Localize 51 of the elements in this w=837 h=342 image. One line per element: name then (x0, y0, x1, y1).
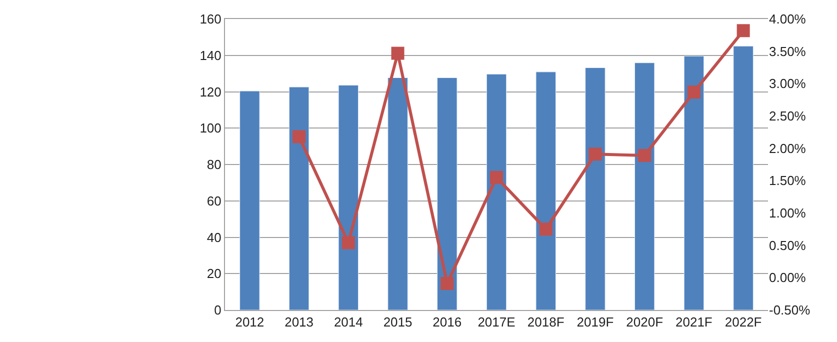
point (539, 222, 552, 236)
bar (388, 78, 408, 310)
y-tick-label: 160 (200, 12, 222, 27)
point (687, 86, 700, 99)
point (342, 236, 355, 250)
y-tick-label: 60 (206, 193, 222, 208)
x-tick-label: 2016 (432, 314, 462, 330)
y2-tick-label: 3.50% (769, 44, 806, 59)
x-tick-label: 2012 (235, 314, 264, 330)
x-tick-label: 2017E (478, 314, 516, 330)
bar (684, 56, 704, 310)
x-tick-label: 2022F (724, 314, 762, 330)
y-tick-label: 40 (206, 230, 222, 245)
point (391, 46, 404, 60)
x-tick-label: 2021F (676, 314, 712, 330)
bar (536, 72, 556, 310)
y-tick-label: 0 (214, 302, 222, 318)
x-tick-label: 2014 (334, 314, 363, 330)
bar (437, 78, 458, 310)
bar (634, 62, 655, 310)
point (638, 148, 652, 162)
x-tick-label: 2018F (527, 314, 564, 330)
point (736, 24, 750, 38)
y2-tick-label: 4.00% (769, 12, 806, 27)
x-tick-label: 2020F (626, 314, 664, 330)
point (490, 170, 503, 184)
bar (338, 84, 359, 310)
bar (240, 90, 260, 310)
point (292, 130, 306, 144)
y-tick-label: 20 (206, 266, 222, 282)
bar (486, 74, 507, 310)
y2-tick-label: 1.50% (769, 173, 806, 188)
y2-tick-label: 3.00% (769, 76, 806, 92)
point (588, 148, 602, 161)
y2-tick-label: 2.00% (769, 140, 806, 156)
point (440, 276, 454, 290)
x-tick-label: 2015 (383, 314, 412, 330)
y-tick-label: 120 (200, 84, 222, 100)
bar (585, 67, 606, 310)
y2-tick-label: 2.50% (769, 108, 806, 124)
x-tick-label: 2019F (576, 314, 614, 330)
y2-tick-label: 1.00% (769, 206, 806, 221)
bar (288, 86, 310, 310)
y2-tick-label: 0.50% (769, 238, 806, 253)
y2-tick-label: -0.50% (769, 302, 811, 318)
y-tick-label: 140 (200, 48, 222, 63)
y-tick-label: 80 (206, 157, 222, 172)
y-tick-label: 100 (200, 120, 222, 136)
x-tick-label: 2013 (284, 314, 314, 330)
bar (733, 46, 754, 310)
y2-tick-label: 0.00% (769, 270, 806, 286)
